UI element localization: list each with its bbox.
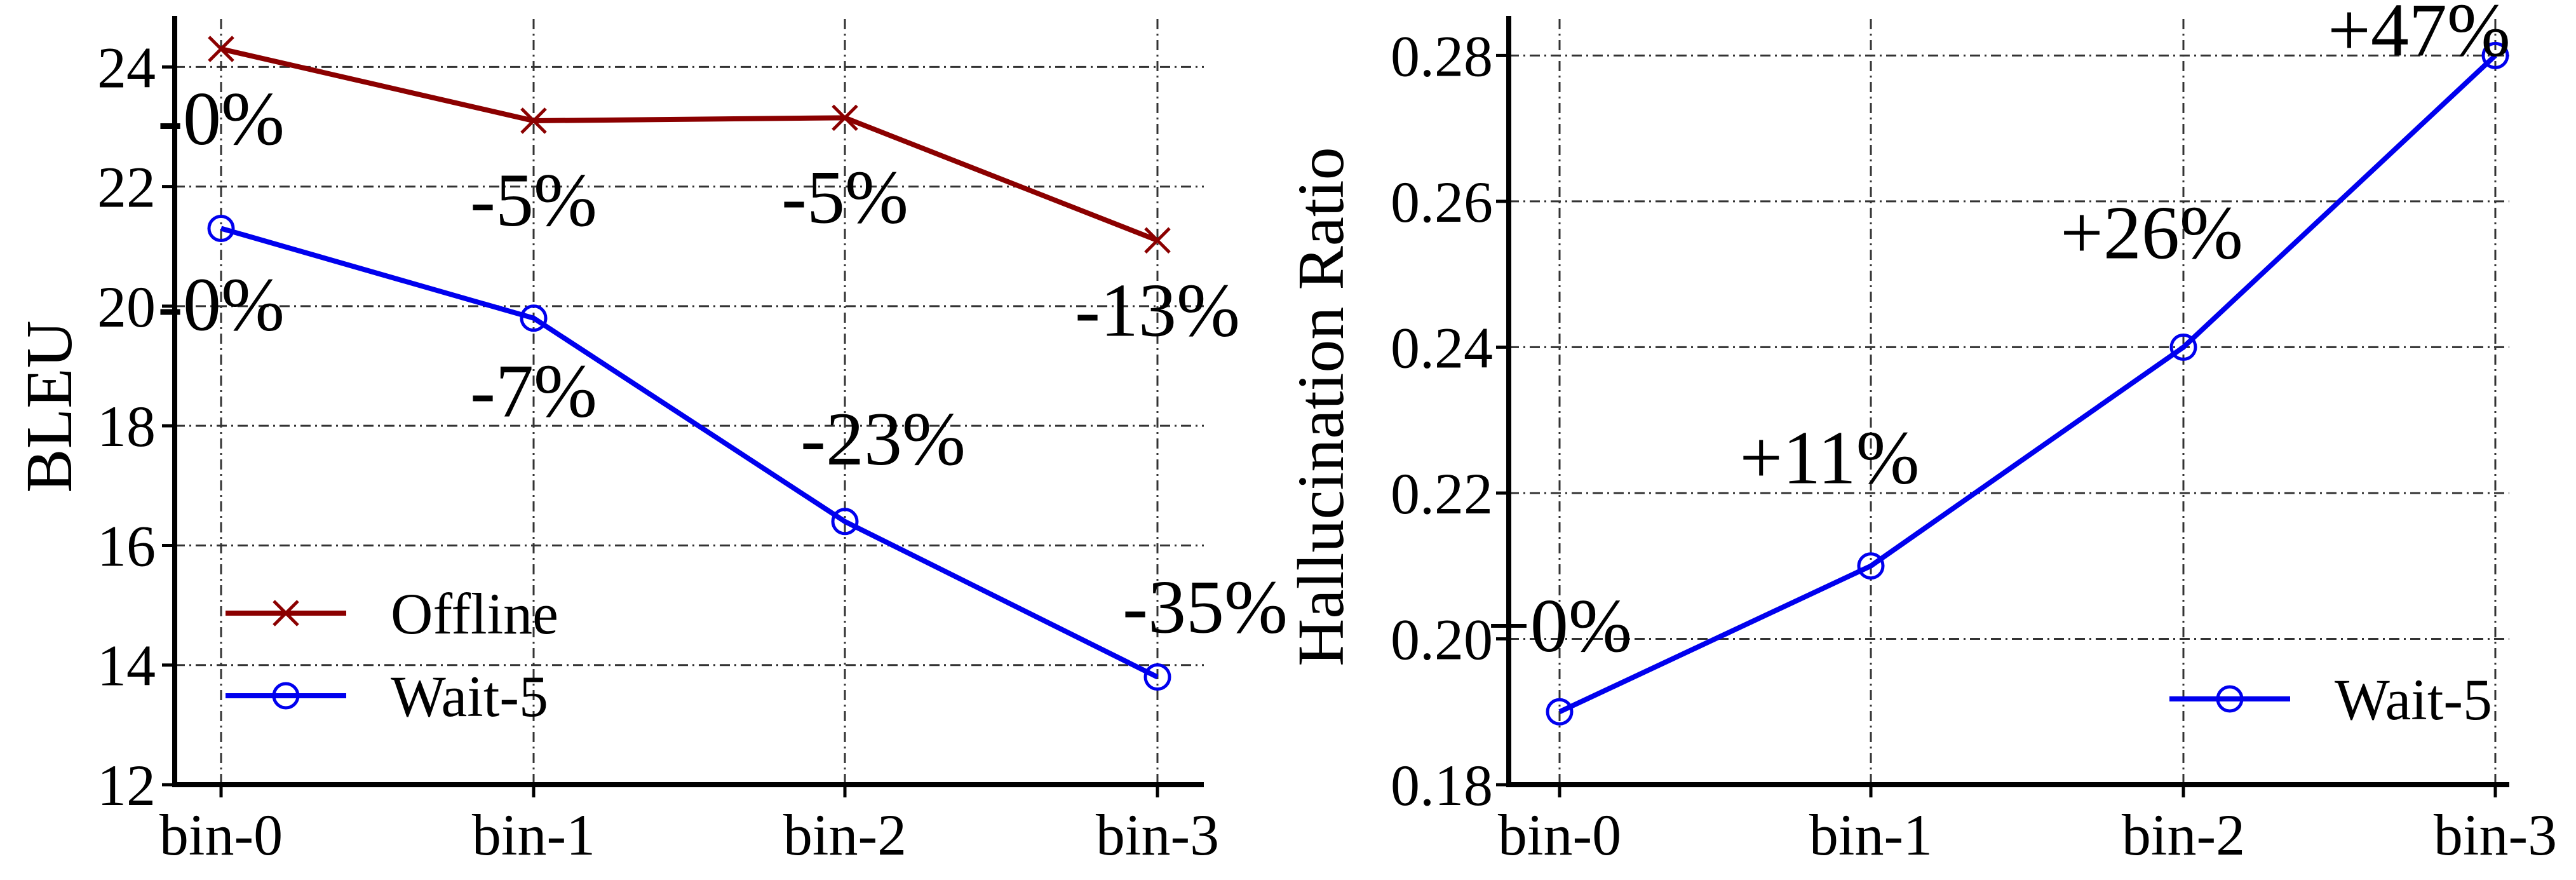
data-label: -23% bbox=[800, 396, 966, 481]
legend-label: Wait-5 bbox=[2335, 667, 2492, 732]
legend-label: Wait-5 bbox=[391, 664, 548, 729]
data-label: -5% bbox=[781, 154, 908, 239]
x-tick-label: bin-2 bbox=[783, 802, 907, 867]
data-label: -35% bbox=[1123, 565, 1288, 649]
data-point-marker bbox=[2169, 333, 2197, 361]
y-tick-label: 22 bbox=[97, 155, 156, 220]
x-tick-label: bin-0 bbox=[1498, 802, 1621, 867]
y-axis-title: Hallucination Ratio bbox=[1285, 147, 1358, 666]
bleu-panel: 12 14 16 18 20 22 24 bin-0 bin-1 bin-2 bin-3 BLEU -0… bbox=[13, 16, 1288, 867]
data-label: +11% bbox=[1739, 416, 1919, 500]
data-label: -7% bbox=[470, 349, 597, 433]
y-tick-label: 0.28 bbox=[1391, 24, 1493, 88]
data-point-marker bbox=[520, 107, 547, 134]
data-point-marker bbox=[1857, 552, 1885, 580]
legend-marker bbox=[2216, 685, 2244, 713]
y-tick-label: 0.18 bbox=[1391, 753, 1493, 818]
series-wait-5: -0% -7% -23% -35% Wait-5 bbox=[158, 214, 1288, 729]
y-axis-title: BLEU bbox=[13, 320, 86, 493]
data-label: -13% bbox=[1075, 267, 1240, 352]
y-tick-label: 24 bbox=[97, 35, 156, 100]
data-point-marker bbox=[1144, 227, 1171, 254]
y-tick-label: 0.22 bbox=[1391, 461, 1493, 526]
y-tick-label: 16 bbox=[97, 513, 156, 578]
y-tick-label: 0.26 bbox=[1391, 170, 1493, 234]
y-tick-label: 18 bbox=[97, 394, 156, 459]
x-tick-label: bin-3 bbox=[1096, 802, 1219, 867]
data-point-marker bbox=[2481, 41, 2509, 69]
data-point-marker bbox=[208, 36, 234, 62]
series-line bbox=[1558, 53, 2497, 714]
data-point-marker bbox=[1143, 663, 1171, 691]
hallucination-panel: 0.18 0.20 0.22 0.24 0.26 0.28 bin-0 bin-1 bin-2 b… bbox=[1285, 0, 2557, 867]
series-line bbox=[220, 226, 1159, 680]
x-tick-label: bin-2 bbox=[2122, 802, 2245, 867]
data-point-marker bbox=[207, 214, 235, 242]
data-label: -5% bbox=[470, 158, 597, 242]
series-line bbox=[220, 46, 1159, 243]
x-tick-label: bin-0 bbox=[159, 802, 283, 867]
data-label: +26% bbox=[2060, 190, 2243, 274]
data-label: +0% bbox=[1487, 583, 1632, 668]
y-tick-label: 14 bbox=[97, 633, 156, 698]
y-tick-label: 0.24 bbox=[1391, 315, 1493, 380]
legend-marker bbox=[273, 600, 299, 626]
legend-label: Offline bbox=[391, 581, 558, 646]
data-point-marker bbox=[831, 508, 859, 536]
x-tick-label: bin-3 bbox=[2434, 802, 2557, 867]
data-label: -0% bbox=[158, 76, 285, 161]
x-tick-label: bin-1 bbox=[1809, 802, 1932, 867]
data-label: +47% bbox=[2328, 0, 2511, 72]
data-point-marker bbox=[520, 304, 548, 332]
series-wait-5: +0% +11% +26% +47% Wait-5 bbox=[1487, 0, 2511, 732]
y-tick-label: 0.20 bbox=[1391, 607, 1493, 672]
data-point-marker bbox=[1546, 698, 1574, 726]
data-point-marker bbox=[832, 104, 858, 132]
legend-marker bbox=[272, 682, 300, 710]
series-offline: -0% -5% -5% -13% Offline bbox=[158, 36, 1240, 646]
y-tick-label: 12 bbox=[97, 753, 156, 818]
x-tick-label: bin-1 bbox=[472, 802, 595, 867]
y-tick-label: 20 bbox=[97, 274, 156, 339]
data-label: -0% bbox=[158, 262, 285, 346]
